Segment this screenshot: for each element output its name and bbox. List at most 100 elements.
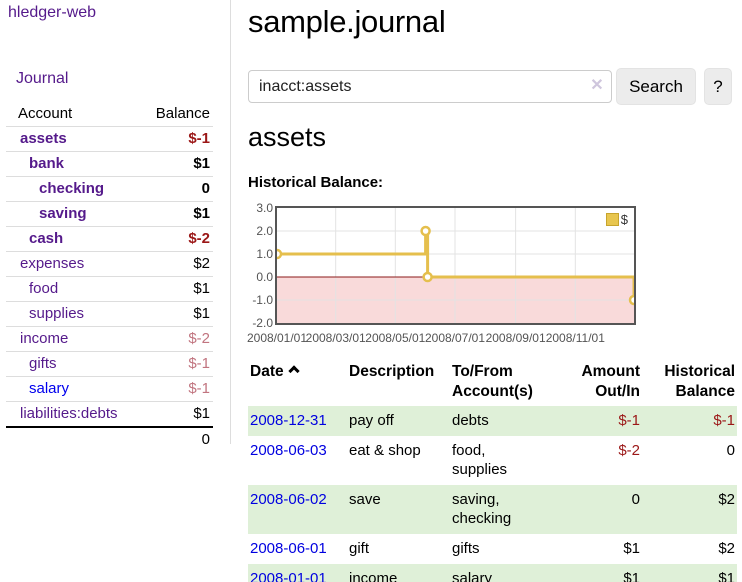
x-tick-label: 2008/09/01 <box>485 331 546 345</box>
transaction-balance: $2 <box>718 540 735 557</box>
transaction-balance: $1 <box>642 564 737 582</box>
transaction-amount: $-1 <box>540 406 642 436</box>
account-row-assets: assets $-1 <box>6 126 213 152</box>
transaction-date-link[interactable]: 2008-01-01 <box>250 570 327 582</box>
account-row-expenses: expenses $2 <box>6 251 213 277</box>
account-link-checking[interactable]: checking <box>39 180 105 197</box>
account-balance: $-1 <box>135 126 213 152</box>
sidebar-item-journal[interactable]: Journal <box>16 70 69 87</box>
accounts-table: Account Balance assets $-1 bank $1 check… <box>6 102 213 452</box>
x-tick-label: 2008/01/01 <box>246 331 308 345</box>
transaction-row: 2008-06-01 gift gifts $1 $2 <box>248 534 737 564</box>
column-header-accounts: To/From Account(s) <box>450 356 540 406</box>
account-balance: $-2 <box>135 226 213 252</box>
x-tick-label: 2008/11/01 <box>545 331 605 345</box>
transaction-date-link[interactable]: 2008-06-02 <box>250 491 327 508</box>
transaction-accounts: debts <box>450 406 540 436</box>
register-table: Date Description To/From Account(s) Amou… <box>248 356 737 582</box>
transaction-date-link[interactable]: 2008-12-31 <box>250 412 327 429</box>
transaction-amount: $1 <box>623 540 640 557</box>
column-header-amount-line1: Amount <box>581 363 640 380</box>
account-link-income[interactable]: income <box>20 330 69 347</box>
chart-title: Historical Balance: <box>248 174 384 191</box>
y-tick-label: -2.0 <box>252 316 273 330</box>
column-header-date-label: Date <box>250 363 284 380</box>
transaction-amount: $-2 <box>618 442 640 459</box>
account-row-supplies: supplies $1 <box>6 301 213 327</box>
search-input[interactable] <box>248 70 612 103</box>
column-header-accounts-line1: To/From <box>452 363 513 380</box>
account-row-cash: cash $-2 <box>6 226 213 252</box>
transaction-description: income <box>347 564 450 582</box>
column-header-balance-line2: Balance <box>675 383 735 400</box>
account-row-saving: saving $1 <box>6 201 213 227</box>
x-tick-label: 2008/05/01 <box>365 331 426 345</box>
account-balance: $1 <box>135 401 213 427</box>
transaction-description: gift <box>349 540 370 557</box>
search-button[interactable]: Search <box>616 68 696 105</box>
account-link-assets[interactable]: assets <box>20 130 67 147</box>
transaction-row: 2008-12-31 pay off debts $-1 $-1 <box>248 406 737 436</box>
transaction-accounts: food, supplies <box>452 442 508 478</box>
transaction-accounts: salary <box>450 564 540 582</box>
spacer <box>6 426 136 452</box>
y-tick-label: 3.0 <box>256 201 273 215</box>
sidebar: hledger-web Journal Account Balance asse… <box>0 0 231 452</box>
account-link-saving[interactable]: saving <box>39 205 87 222</box>
transaction-date-link[interactable]: 2008-06-03 <box>250 442 327 459</box>
brand-link[interactable]: hledger-web <box>8 4 97 21</box>
y-tick-label: 1.0 <box>256 247 273 261</box>
account-balance: $1 <box>135 201 213 227</box>
column-header-description-label: Description <box>349 363 435 380</box>
transaction-accounts: gifts <box>452 540 480 557</box>
transaction-balance: $-1 <box>642 406 737 436</box>
transaction-accounts: saving, checking <box>450 485 540 534</box>
transaction-amount: 0 <box>540 485 642 534</box>
transaction-balance: $2 <box>642 485 737 534</box>
account-link-supplies[interactable]: supplies <box>29 305 85 322</box>
account-balance: $1 <box>135 276 213 302</box>
column-header-balance-line1: Historical <box>664 363 735 380</box>
account-row-food: food $1 <box>6 276 213 302</box>
account-link-food[interactable]: food <box>29 280 59 297</box>
account-balance: $1 <box>135 301 213 327</box>
account-row-bank: bank $1 <box>6 151 213 177</box>
y-tick-label: 2.0 <box>256 224 273 238</box>
chart-plot-area[interactable]: $ <box>271 206 640 325</box>
accounts-total-value: 0 <box>135 426 213 452</box>
account-row-salary: salary $-1 <box>6 376 213 402</box>
account-balance: 0 <box>135 176 213 202</box>
account-balance: $-1 <box>135 376 213 402</box>
account-balance: $-2 <box>135 326 213 352</box>
column-header-date[interactable]: Date <box>248 356 347 406</box>
column-header-description: Description <box>347 356 450 406</box>
legend-label: $ <box>620 212 628 227</box>
account-link-bank[interactable]: bank <box>29 155 65 172</box>
account-balance: $2 <box>135 251 213 277</box>
account-balance: $1 <box>135 151 213 177</box>
transaction-description: eat & shop <box>349 442 421 459</box>
column-header-amount: Amount Out/In <box>540 356 642 406</box>
transaction-amount: $1 <box>540 564 642 582</box>
accounts-header-account: Account <box>18 105 73 122</box>
account-link-cash[interactable]: cash <box>29 230 64 247</box>
account-link-salary[interactable]: salary <box>29 380 70 397</box>
search-form: ✕ Search ? <box>248 66 742 106</box>
account-link-liabilities-debts[interactable]: liabilities:debts <box>20 405 118 422</box>
x-tick-label: 2008/03/01 <box>305 331 366 345</box>
account-link-expenses[interactable]: expenses <box>20 255 85 272</box>
transaction-description: save <box>347 485 450 534</box>
account-link-gifts[interactable]: gifts <box>29 355 57 372</box>
help-button[interactable]: ? <box>704 68 732 105</box>
register-header-row: Date Description To/From Account(s) Amou… <box>248 356 737 406</box>
transaction-date-link[interactable]: 2008-06-01 <box>250 540 327 557</box>
y-tick-label: 0.0 <box>256 270 273 284</box>
clear-search-icon[interactable]: ✕ <box>590 77 604 94</box>
historical-balance-chart: 3.0 2.0 1.0 0.0 -1.0 -2.0 <box>246 201 668 352</box>
sort-ascending-icon <box>287 365 300 377</box>
column-header-accounts-line2: Account(s) <box>452 383 533 400</box>
column-header-balance: Historical Balance <box>642 356 737 406</box>
accounts-header-balance: Balance <box>155 105 210 122</box>
main-content: sample.journal ✕ Search ? assets Histori… <box>246 0 742 582</box>
x-tick-label: 2008/07/01 <box>424 331 486 345</box>
